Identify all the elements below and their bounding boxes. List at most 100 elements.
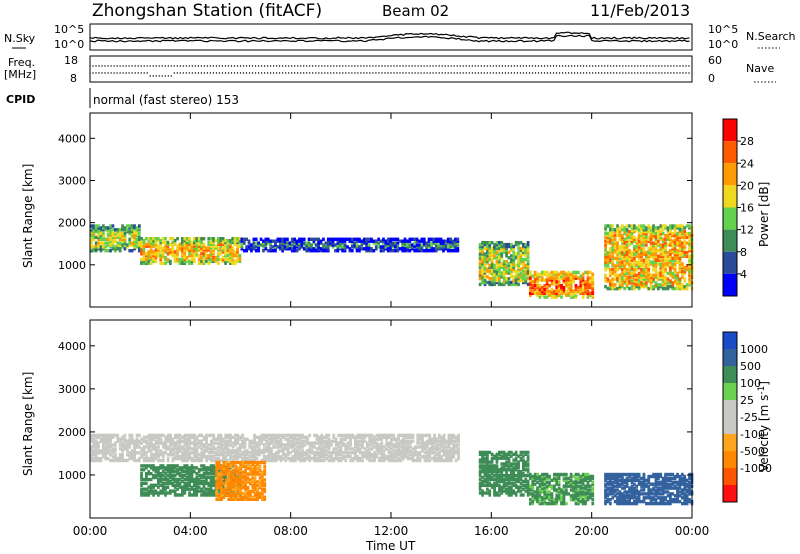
power-cell [425, 247, 428, 251]
power-cell [640, 249, 643, 253]
freq-point [531, 72, 534, 74]
power-cell [343, 239, 347, 243]
power-cell [645, 273, 648, 277]
power-cell [389, 237, 392, 241]
power-cell [310, 249, 313, 253]
power-cell [606, 279, 610, 283]
nave-point [345, 65, 347, 67]
velocity-cell [248, 458, 252, 463]
power-cell [271, 249, 275, 253]
power-cell [350, 237, 354, 241]
power-cell [418, 245, 421, 249]
power-cell [661, 252, 665, 257]
velocity-cell [104, 449, 108, 453]
power-cell [247, 241, 251, 245]
nave-point [312, 65, 314, 67]
freq-point [528, 72, 531, 74]
power-cell [507, 263, 511, 268]
velocity-cell [130, 441, 134, 445]
velocity-cell [402, 456, 405, 461]
velocity-cell [387, 456, 391, 461]
power-cell [510, 246, 513, 251]
power-cell [231, 252, 235, 256]
velocity-cell [90, 439, 93, 443]
power-cell [524, 280, 528, 285]
power-cell [214, 257, 218, 262]
velocity-cell [366, 451, 369, 455]
velocity-cell [363, 451, 367, 455]
power-cell [510, 282, 513, 287]
power-cell [166, 242, 170, 246]
power-cell [625, 224, 629, 228]
freq-point [360, 72, 362, 74]
power-cell [536, 280, 539, 284]
velocity-cell [361, 453, 364, 457]
power-cell [118, 241, 122, 245]
power-cell [574, 272, 578, 276]
power-cell [178, 248, 182, 252]
power-cell [661, 245, 665, 249]
power-cell [645, 260, 648, 264]
power-cell [391, 243, 395, 247]
power-cell [307, 247, 311, 251]
power-cell [555, 282, 559, 286]
power-cell [439, 241, 443, 245]
power-cell [586, 291, 590, 295]
power-cell [278, 245, 282, 249]
power-cell [512, 256, 516, 260]
power-cell [685, 250, 689, 255]
power-cell [190, 250, 194, 254]
velocity-cell [142, 456, 146, 461]
power-cell [676, 279, 679, 283]
power-cell [659, 224, 663, 228]
power-cell [628, 249, 631, 253]
power-cell [569, 285, 573, 290]
power-cell [649, 260, 653, 264]
velocity-cell [351, 433, 355, 438]
velocity-cell [301, 439, 304, 443]
velocity-cell [147, 449, 151, 453]
velocity-cell [220, 491, 223, 496]
nave-point [564, 65, 567, 67]
power-cell [517, 277, 520, 281]
velocity-cell [114, 443, 117, 447]
power-cell [505, 280, 508, 285]
nave-point [372, 65, 374, 67]
power-cell [109, 249, 112, 253]
power-cell [161, 255, 165, 260]
velocity-cell [260, 439, 264, 443]
velocity-cell [378, 456, 381, 461]
velocity-cell [217, 474, 221, 478]
velocity-cell [145, 455, 148, 459]
power-cell [669, 258, 672, 262]
velocity-cell [282, 456, 285, 461]
power-cell [640, 228, 643, 232]
velocity-cell [166, 473, 170, 478]
velocity-cell [121, 445, 124, 449]
velocity-cell [308, 458, 312, 463]
velocity-cell [370, 455, 374, 459]
velocity-cell [183, 487, 187, 491]
velocity-cell [354, 437, 357, 441]
velocity-cell [197, 481, 201, 486]
power-cell [621, 275, 624, 279]
power-cell [625, 285, 629, 289]
velocity-cell [200, 458, 204, 463]
power-cell [205, 255, 208, 260]
nave-point [285, 65, 287, 67]
power-cell [488, 263, 492, 268]
power-cell [193, 244, 196, 248]
power-cell [633, 224, 636, 228]
power-cell [178, 242, 182, 246]
velocity-cell [438, 447, 441, 451]
power-cell [283, 241, 287, 245]
velocity-cell [97, 433, 100, 438]
nave-point [110, 65, 112, 67]
power-cell [90, 224, 93, 228]
velocity-cell [212, 433, 216, 438]
velocity-cell [435, 445, 439, 449]
power-cell [90, 237, 93, 241]
velocity-cell [212, 470, 215, 474]
power-cell [557, 287, 561, 292]
velocity-cell [198, 458, 201, 463]
